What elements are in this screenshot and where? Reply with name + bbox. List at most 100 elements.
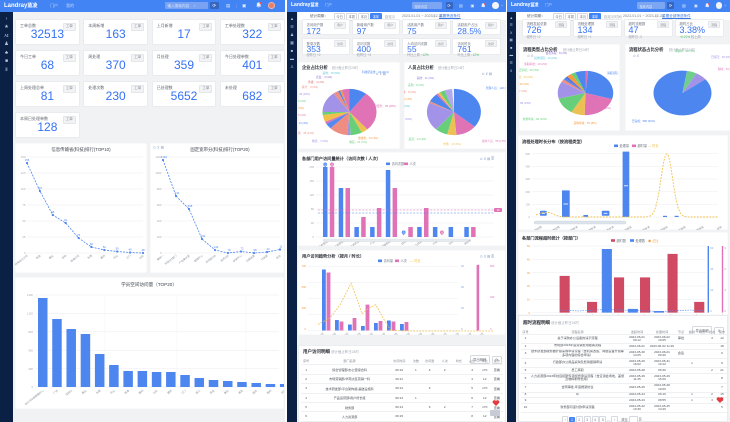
svg-text:市场部258: 市场部258 xyxy=(205,253,217,264)
svg-text:◆ 占比: ◆ 占比 xyxy=(648,238,658,243)
svg-text:物流：7 (2%): 物流：7 (2%) xyxy=(312,139,328,143)
svg-text:0: 0 xyxy=(528,311,530,315)
svg-text:综合管理部: 综合管理部 xyxy=(318,238,331,246)
svg-text:160: 160 xyxy=(309,179,314,183)
svg-text:技术研发部: 技术研发部 xyxy=(349,238,362,246)
svg-text:流程类型占比分析: 流程类型占比分析 xyxy=(523,46,558,53)
svg-text:农业：4 (1%): 农业：4 (1%) xyxy=(316,75,332,79)
svg-text:请假流程：205 (30%): 请假流程：205 (30%) xyxy=(607,71,620,75)
svg-text:100: 100 xyxy=(525,203,530,207)
svg-text:潮州: 潮州 xyxy=(166,388,173,395)
svg-text:已驳回：30 (5%): 已驳回：30 (5%) xyxy=(711,55,730,59)
svg-text:1月: 1月 xyxy=(467,331,473,335)
svg-text:江门: 江门 xyxy=(125,253,132,260)
svg-text:运营管理部: 运营管理部 xyxy=(380,238,393,246)
svg-text:400: 400 xyxy=(490,295,495,299)
svg-text:江门: 江门 xyxy=(180,388,187,395)
svg-text:报销流程: 报销流程 xyxy=(550,225,561,230)
svg-text:⊙ ⊻ ▤: ⊙ ⊻ ▤ xyxy=(481,72,491,76)
svg-text:0: 0 xyxy=(490,327,492,331)
svg-text:40: 40 xyxy=(527,258,531,262)
svg-text:700: 700 xyxy=(302,264,307,268)
svg-text:人员占比分析: 人员占比分析 xyxy=(407,64,434,71)
svg-text:0: 0 xyxy=(528,215,530,219)
svg-text:75: 75 xyxy=(22,203,26,207)
svg-text:3: 3 xyxy=(725,288,727,292)
svg-text:出差申请：89 (13%): 出差申请：89 (13%) xyxy=(519,101,531,105)
svg-text:超时量: 超时量 xyxy=(638,143,648,148)
svg-text:100: 100 xyxy=(21,187,26,191)
svg-text:河源: 河源 xyxy=(280,388,284,395)
svg-text:佛山: 佛山 xyxy=(81,388,88,395)
svg-text:500: 500 xyxy=(525,152,530,156)
svg-text:人次: 人次 xyxy=(410,161,417,166)
svg-text:1000: 1000 xyxy=(155,171,162,175)
svg-text:东莞: 东莞 xyxy=(86,253,93,260)
svg-text:模块一: 模块一 xyxy=(156,253,165,261)
svg-text:处理数: 处理数 xyxy=(636,238,646,243)
svg-text:49: 49 xyxy=(129,248,133,252)
svg-text:0: 0 xyxy=(305,327,307,331)
svg-text:教育：6 (2%): 教育：6 (2%) xyxy=(298,99,306,103)
svg-text:50: 50 xyxy=(116,247,120,251)
svg-text:统计截止昨日24时: 统计截止昨日24时 xyxy=(438,65,465,70)
svg-text:采购部: 采购部 xyxy=(463,238,472,246)
svg-text:9月: 9月 xyxy=(417,331,423,335)
svg-text:25: 25 xyxy=(22,235,26,239)
svg-text:运营：14 (4%): 运营：14 (4%) xyxy=(408,137,426,141)
svg-text:— 时长: — 时长 xyxy=(410,258,421,263)
svg-text:惠州: 惠州 xyxy=(138,388,145,395)
svg-text:其他: 其他 xyxy=(716,225,723,230)
svg-text:汕头: 汕头 xyxy=(138,253,145,260)
svg-text:请假流程: 请假流程 xyxy=(532,225,543,230)
svg-text:300: 300 xyxy=(525,177,530,181)
svg-text:固定宽带分(科技)排行(TOP20): 固定宽带分(科技)排行(TOP20) xyxy=(190,146,250,153)
svg-text:⊙ ⊻ ▤: ⊙ ⊻ ▤ xyxy=(153,146,165,150)
svg-text:能源：16 (5%): 能源：16 (5%) xyxy=(298,106,304,110)
svg-text:综合服务：89 (28%): 综合服务：89 (28%) xyxy=(372,104,396,108)
svg-text:财务：9 (3%): 财务：9 (3%) xyxy=(404,104,410,108)
svg-text:珠海公司: 珠海公司 xyxy=(70,253,81,263)
svg-text:佛山: 佛山 xyxy=(48,253,55,260)
svg-text:⊙ ⊻: ⊙ ⊻ xyxy=(633,54,639,58)
svg-text:超时：8 (1%): 超时：8 (1%) xyxy=(718,67,730,71)
svg-text:142: 142 xyxy=(214,245,219,249)
svg-text:其他：11 (4%): 其他：11 (4%) xyxy=(416,76,433,80)
svg-text:1400: 1400 xyxy=(27,293,34,297)
svg-text:深圳: 深圳 xyxy=(61,253,68,260)
svg-text:东莞: 东莞 xyxy=(95,388,102,395)
svg-text:⊙ ⊻ ▤ ≣: ⊙ ⊻ ▤ ≣ xyxy=(480,251,494,259)
svg-text:60: 60 xyxy=(710,246,713,250)
svg-text:2月: 2月 xyxy=(331,331,337,335)
svg-text:电商：13 (4%): 电商：13 (4%) xyxy=(298,121,308,125)
svg-text:8月: 8月 xyxy=(405,331,411,335)
svg-text:惠州: 惠州 xyxy=(99,253,106,260)
svg-text:会签流程：8 (1%): 会签流程：8 (1%) xyxy=(546,51,567,55)
svg-text:管理中心: 管理中心 xyxy=(193,253,204,263)
svg-text:20: 20 xyxy=(527,284,531,288)
svg-text:800: 800 xyxy=(157,187,162,191)
svg-text:10月: 10月 xyxy=(428,331,435,335)
svg-text:综合: 综合 xyxy=(275,253,282,260)
svg-text:300: 300 xyxy=(302,306,307,310)
svg-text:科技研发类：23 (11%): 科技研发类：23 (11%) xyxy=(362,70,389,74)
svg-text:深圳分: 深圳分 xyxy=(64,388,73,396)
svg-text:⊙ ⊻ ▤ ≣: ⊙ ⊻ ▤ ≣ xyxy=(480,153,494,161)
svg-text:156: 156 xyxy=(25,158,30,162)
svg-text:800: 800 xyxy=(490,264,495,268)
svg-text:均: 均 xyxy=(324,162,327,166)
svg-text:400: 400 xyxy=(157,219,162,223)
svg-text:入职审批: 入职审批 xyxy=(658,225,669,230)
svg-text:200: 200 xyxy=(309,165,314,169)
svg-text:其他：15 (5%): 其他：15 (5%) xyxy=(323,71,341,75)
svg-text:0: 0 xyxy=(31,385,33,389)
svg-text:流程处理时长分布（按流程类型）: 流程处理时长分布（按流程类型） xyxy=(522,138,585,145)
svg-text:市场：19 (6%): 市场：19 (6%) xyxy=(443,142,461,146)
svg-text:40: 40 xyxy=(710,267,713,271)
svg-text:统计截止昨日24时: 统计截止昨日24时 xyxy=(669,47,696,52)
svg-text:⊙ ⊻ ▤: ⊙ ⊻ ▤ xyxy=(376,72,386,76)
svg-text:3月: 3月 xyxy=(344,331,350,335)
svg-text:出差申请: 出差申请 xyxy=(604,225,615,230)
svg-text:采购：8 (3%): 采购：8 (3%) xyxy=(408,83,424,87)
svg-text:梅州: 梅州 xyxy=(266,388,273,395)
